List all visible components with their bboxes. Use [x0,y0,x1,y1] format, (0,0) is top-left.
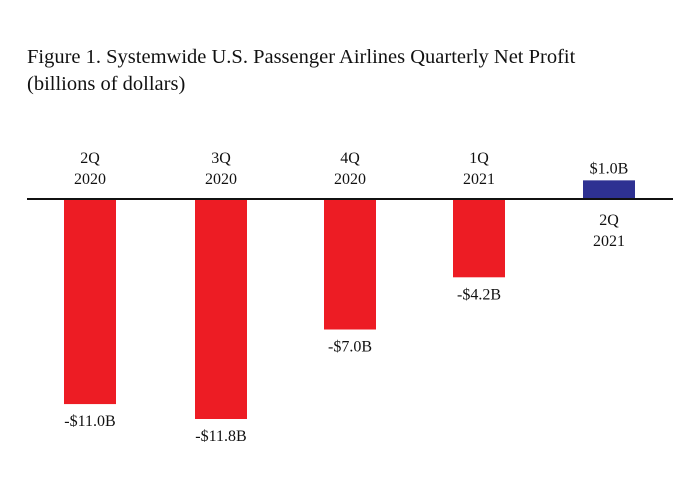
bar-4 [583,180,635,199]
chart-title-line-2: (billions of dollars) [27,73,186,95]
value-label-3: -$4.2B [457,286,501,303]
bar-1 [195,199,247,419]
category-label-year-2: 2020 [334,171,366,188]
labels-layer: 2Q 2020 -$11.0B 3Q 2020 -$11.8B 4Q 2020 -$7.0B 1Q… [64,150,628,445]
chart-title-line-1: Figure 1. Systemwide U.S. Passenger Airl… [27,46,576,68]
bars-layer [64,180,635,419]
bar-0 [64,199,116,405]
category-label-quarter-2: 4Q [340,150,360,167]
category-label-quarter-1: 3Q [211,150,231,167]
value-label-2: -$7.0B [328,339,372,356]
chart-title: Figure 1. Systemwide U.S. Passenger Airl… [27,44,677,98]
category-label-year-4: 2021 [593,233,625,250]
value-label-1: -$11.8B [195,428,246,445]
category-label-quarter-4: 2Q [599,212,619,229]
value-label-4: $1.0B [590,160,629,177]
category-label-year-1: 2020 [205,171,237,188]
category-label-year-0: 2020 [74,171,106,188]
value-label-0: -$11.0B [64,413,115,430]
bar-2 [324,199,376,330]
category-label-quarter-3: 1Q [469,150,489,167]
bar-3 [453,199,505,278]
category-label-quarter-0: 2Q [80,150,100,167]
category-label-year-3: 2021 [463,171,495,188]
